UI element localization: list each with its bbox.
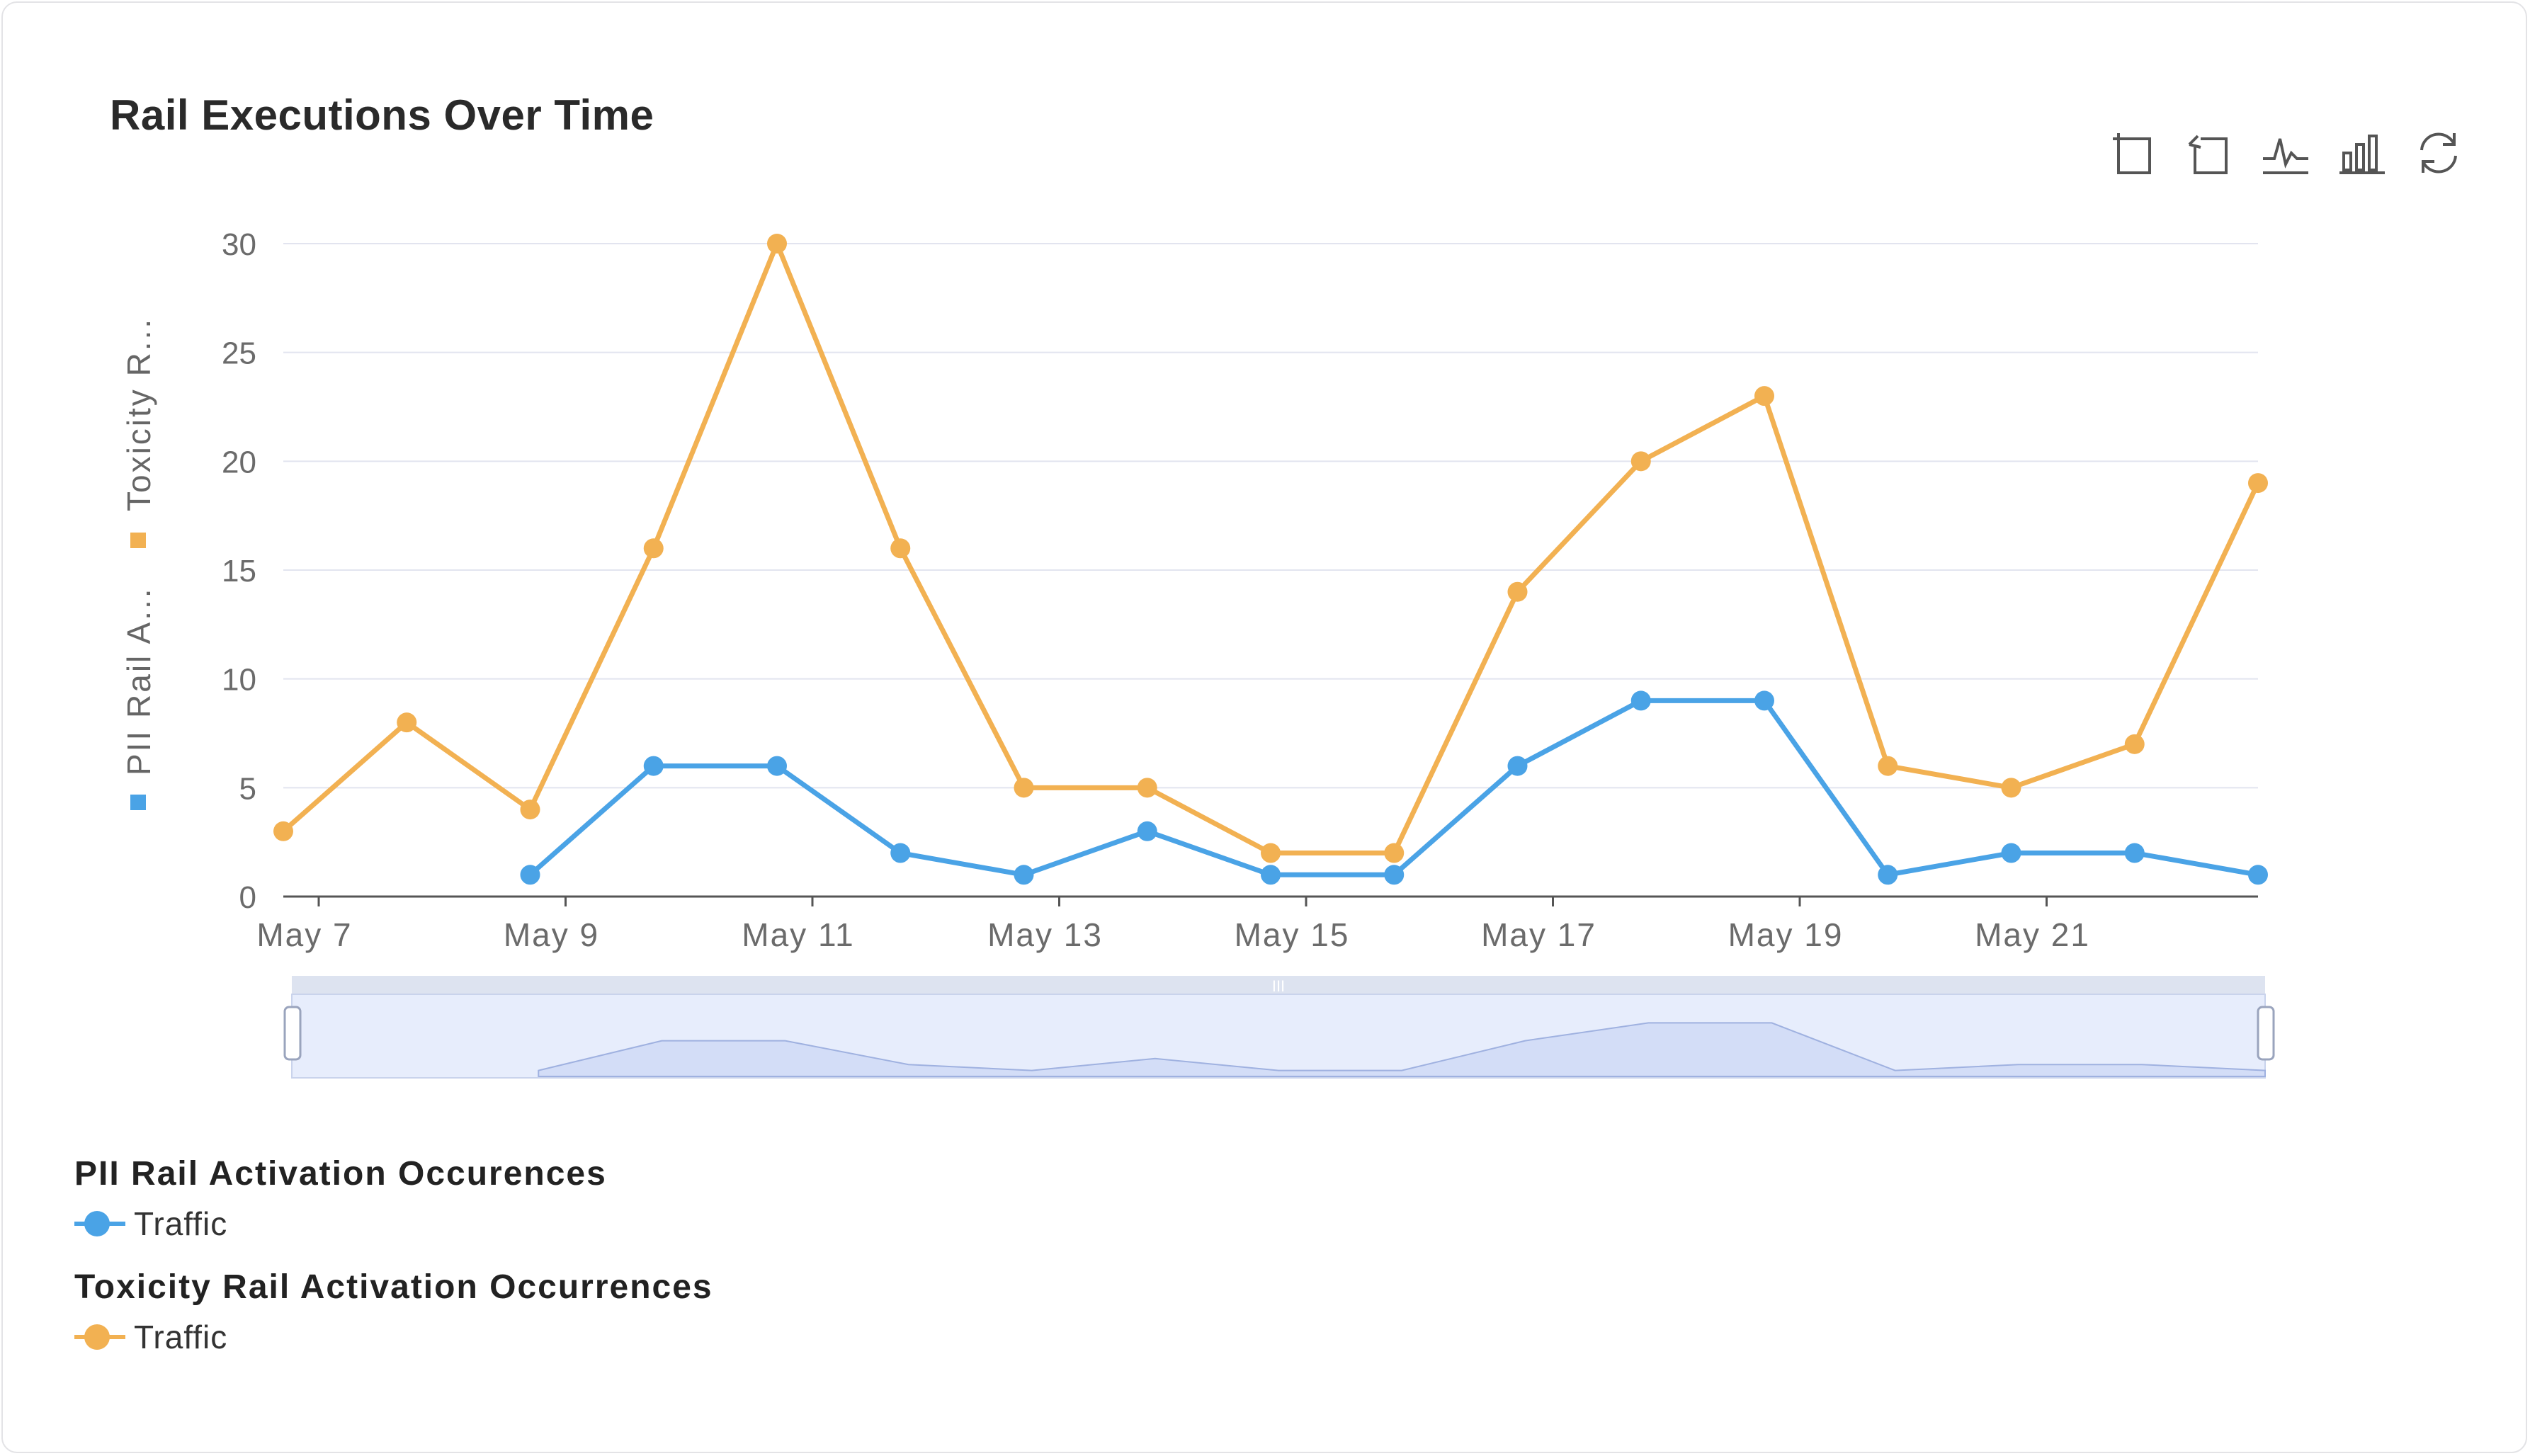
restore-icon	[2420, 132, 2457, 174]
data-point-pii[interactable]	[643, 756, 664, 776]
series-line-toxicity	[281, 241, 2261, 856]
data-point-toxicity[interactable]	[1261, 843, 1281, 863]
bar-chart-icon	[2339, 135, 2385, 174]
data-point-pii[interactable]	[2124, 843, 2145, 863]
data-point-pii[interactable]	[2248, 865, 2268, 885]
datazoom-preview-area	[538, 1022, 2266, 1077]
data-point-toxicity[interactable]	[520, 800, 540, 820]
zoom-reset-button[interactable]	[2184, 127, 2235, 178]
legend-marker-pii-icon	[74, 1211, 125, 1236]
legend-label-pii: Traffic	[134, 1205, 228, 1242]
zoom-select-button[interactable]	[2107, 127, 2158, 178]
y-legend-swatch-toxicity	[130, 533, 146, 548]
x-tick-label: May 15	[1235, 916, 1350, 953]
data-point-toxicity[interactable]	[2248, 473, 2268, 494]
x-tick-label: May 13	[987, 916, 1103, 953]
data-point-pii[interactable]	[1630, 690, 1651, 711]
y-tick-label: 15	[222, 554, 256, 588]
data-point-pii[interactable]	[890, 843, 911, 863]
zoom-select-icon	[2113, 133, 2151, 174]
y-legend-label-pii: PII Rail A...	[120, 586, 157, 775]
data-point-pii[interactable]	[1878, 865, 1898, 885]
legend-group-pii: PII Rail Activation Occurences Traffic	[74, 1154, 607, 1243]
data-point-toxicity[interactable]	[2124, 734, 2145, 754]
data-point-toxicity[interactable]	[1878, 756, 1898, 776]
data-point-pii[interactable]	[1384, 865, 1405, 885]
data-point-toxicity[interactable]	[767, 234, 787, 254]
y-tick-label: 25	[222, 336, 256, 371]
datazoom-handle-bar[interactable]	[292, 976, 2265, 994]
data-point-toxicity[interactable]	[273, 821, 293, 841]
data-point-toxicity[interactable]	[397, 712, 417, 733]
y-tick-label: 10	[222, 663, 256, 698]
data-point-pii[interactable]	[1507, 756, 1528, 776]
data-point-toxicity[interactable]	[1507, 581, 1528, 602]
x-tick-label: May 19	[1728, 916, 1844, 953]
chart-toolbox	[2107, 127, 2464, 178]
y-legend-label-toxicity: Toxicity R...	[120, 317, 157, 511]
chart-title: Rail Executions Over Time	[110, 91, 654, 139]
datazoom-grip: III	[1272, 977, 1285, 995]
legend-title-toxicity: Toxicity Rail Activation Occurrences	[74, 1268, 713, 1306]
data-point-toxicity[interactable]	[890, 538, 911, 559]
data-point-pii[interactable]	[1014, 865, 1034, 885]
data-point-toxicity[interactable]	[1630, 451, 1651, 472]
datazoom-right-handle[interactable]	[2257, 1006, 2275, 1061]
legend-item-toxicity-traffic[interactable]: Traffic	[74, 1318, 713, 1356]
data-point-toxicity[interactable]	[643, 538, 664, 559]
line-chart-button[interactable]	[2260, 127, 2311, 178]
data-point-toxicity[interactable]	[2001, 778, 2021, 798]
data-point-toxicity[interactable]	[1754, 386, 1774, 406]
data-point-pii[interactable]	[1261, 865, 1281, 885]
datazoom-left-handle[interactable]	[283, 1006, 302, 1061]
bar-chart-button[interactable]	[2337, 127, 2388, 178]
data-point-pii[interactable]	[1137, 821, 1157, 841]
x-tick-label: May 21	[1975, 916, 2090, 953]
data-point-pii[interactable]	[520, 865, 540, 885]
x-tick-label: May 9	[504, 916, 599, 953]
data-point-toxicity[interactable]	[1384, 843, 1405, 863]
y-tick-label: 20	[222, 445, 256, 479]
legend-item-pii-traffic[interactable]: Traffic	[74, 1205, 607, 1243]
y-legend-swatch-pii	[130, 795, 146, 810]
data-point-pii[interactable]	[1754, 690, 1774, 711]
data-point-pii[interactable]	[2001, 843, 2021, 863]
data-point-toxicity[interactable]	[1137, 778, 1157, 798]
data-point-pii[interactable]	[767, 756, 787, 776]
legend-group-toxicity: Toxicity Rail Activation Occurrences Tra…	[74, 1268, 713, 1356]
legend-label-toxicity: Traffic	[134, 1319, 228, 1355]
y-tick-label: 30	[222, 227, 256, 262]
x-tick-label: May 17	[1481, 916, 1596, 953]
legend-title-pii: PII Rail Activation Occurences	[74, 1155, 607, 1193]
y-tick-label: 5	[239, 771, 256, 806]
line-chart: 0 5 10 15 20 25 30 May 7 May 9 May 11 May 13 May 15…	[120, 227, 2275, 1079]
data-point-toxicity[interactable]	[1014, 778, 1034, 798]
restore-button[interactable]	[2413, 127, 2464, 178]
y-tick-label: 0	[239, 880, 256, 915]
zoom-reset-icon	[2188, 135, 2228, 174]
x-tick-label: May 7	[256, 916, 352, 953]
legend-marker-toxicity-icon	[74, 1324, 125, 1350]
line-chart-icon	[2263, 138, 2308, 174]
x-tick-label: May 11	[742, 916, 854, 953]
